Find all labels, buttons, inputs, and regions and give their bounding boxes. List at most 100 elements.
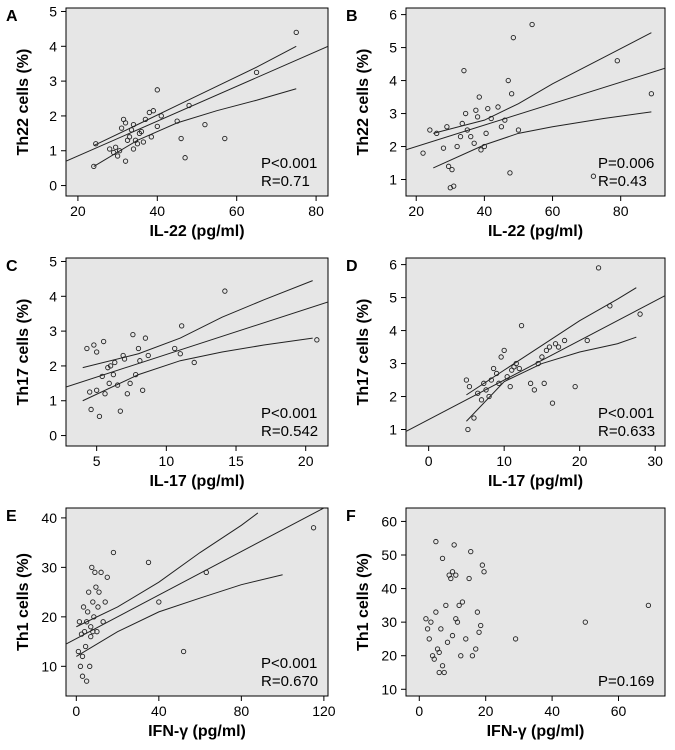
- x-tick-label: 15: [228, 453, 244, 469]
- data-point: [458, 653, 464, 659]
- data-point: [191, 359, 197, 366]
- data-point: [572, 383, 578, 390]
- data-point: [202, 121, 208, 128]
- x-tick-label: 20: [298, 453, 314, 469]
- data-point: [130, 146, 137, 152]
- stat-label: P<0.001: [261, 405, 317, 422]
- data-point: [133, 371, 139, 378]
- data-point: [465, 426, 471, 433]
- data-point: [137, 358, 143, 364]
- data-point: [518, 322, 525, 329]
- data-point: [464, 127, 470, 133]
- data-point: [106, 380, 112, 386]
- data-point: [310, 525, 317, 531]
- panel-letter: B: [346, 8, 358, 25]
- data-point: [637, 311, 643, 317]
- data-point: [130, 331, 136, 338]
- x-tick-label: 0: [425, 453, 433, 469]
- data-point: [222, 288, 228, 294]
- data-point: [86, 589, 92, 595]
- data-point: [82, 643, 89, 650]
- x-tick-label: 20: [572, 453, 588, 469]
- data-point: [104, 574, 110, 580]
- data-point: [549, 400, 556, 406]
- data-point: [100, 619, 106, 625]
- x-tick-label: 40: [477, 203, 493, 219]
- data-point: [507, 383, 513, 390]
- y-tick-label: 5: [389, 40, 397, 56]
- data-point: [444, 124, 450, 130]
- plot-marks: [66, 29, 328, 170]
- y-tick-label: 2: [389, 389, 397, 405]
- stat-label: P<0.001: [261, 155, 317, 172]
- data-point: [142, 335, 149, 341]
- stat-label: R=0.43: [598, 173, 647, 190]
- data-point: [510, 35, 516, 41]
- data-point: [222, 135, 228, 142]
- data-point: [110, 549, 117, 556]
- data-point: [128, 127, 135, 133]
- y-tick-label: 40: [381, 581, 397, 597]
- data-point: [444, 639, 451, 645]
- data-point: [476, 629, 482, 635]
- data-point: [552, 341, 559, 347]
- data-point: [478, 397, 485, 403]
- y-tick-label: 10: [41, 658, 57, 674]
- data-point: [428, 619, 434, 625]
- data-point: [102, 599, 108, 605]
- data-point: [77, 663, 84, 669]
- x-tick-label: 20: [70, 203, 86, 219]
- data-point: [180, 648, 187, 655]
- data-point: [126, 134, 133, 140]
- data-point: [83, 678, 90, 684]
- data-point: [462, 110, 469, 117]
- y-tick-label: 40: [41, 510, 57, 526]
- data-point: [76, 619, 83, 625]
- data-point: [459, 120, 465, 127]
- data-point: [595, 265, 602, 271]
- data-point: [96, 589, 102, 595]
- data-point: [473, 646, 479, 652]
- y-tick-label: 3: [389, 106, 397, 122]
- data-point: [529, 21, 535, 28]
- x-axis-label: IFN-γ (pg/ml): [148, 723, 246, 740]
- panel-letter: F: [346, 508, 356, 525]
- data-point: [481, 380, 487, 386]
- data-point: [466, 575, 472, 582]
- data-point: [93, 584, 99, 590]
- x-tick-label: 60: [545, 203, 561, 219]
- data-point: [130, 121, 137, 128]
- data-point: [107, 363, 114, 369]
- plot-area: [65, 257, 329, 447]
- data-point: [614, 58, 620, 64]
- x-tick-label: 80: [613, 203, 629, 219]
- y-tick-label: 6: [389, 7, 397, 23]
- panel-f: F 10 20 30 40 50 60 0 20 40 60 IFN-γ (pg/ml) Th1 cel…: [346, 507, 666, 740]
- data-point: [91, 163, 97, 170]
- data-point: [481, 143, 488, 150]
- data-point: [156, 599, 162, 605]
- y-tick-label: 0: [49, 178, 57, 194]
- stat-label: R=0.542: [261, 423, 318, 440]
- panel-e: E 10 20 30 40 0 40 80 120 IFN-γ (pg/ml) Th1 cells …: [6, 507, 336, 740]
- y-axis-label: Th1 cells (%): [15, 553, 32, 651]
- data-point: [496, 380, 502, 386]
- data-point: [448, 575, 454, 582]
- data-point: [466, 383, 473, 390]
- data-point: [117, 408, 124, 414]
- panel-a: A 0 1 2 3 4 5 20 40 60 80 IL-22 (pg/ml) Th22 cells (…: [6, 3, 329, 240]
- plot-area: [65, 507, 329, 697]
- data-point: [449, 569, 456, 575]
- data-point: [488, 377, 494, 383]
- x-axis-label: IL-22 (pg/ml): [149, 223, 244, 240]
- data-point: [513, 360, 519, 367]
- data-point: [474, 609, 481, 615]
- data-point: [150, 108, 156, 114]
- data-point: [102, 391, 108, 397]
- confidence-band-upper: [433, 32, 652, 134]
- y-tick-label: 4: [389, 323, 397, 339]
- data-point: [135, 345, 142, 352]
- data-point: [451, 542, 457, 548]
- data-point: [438, 626, 444, 632]
